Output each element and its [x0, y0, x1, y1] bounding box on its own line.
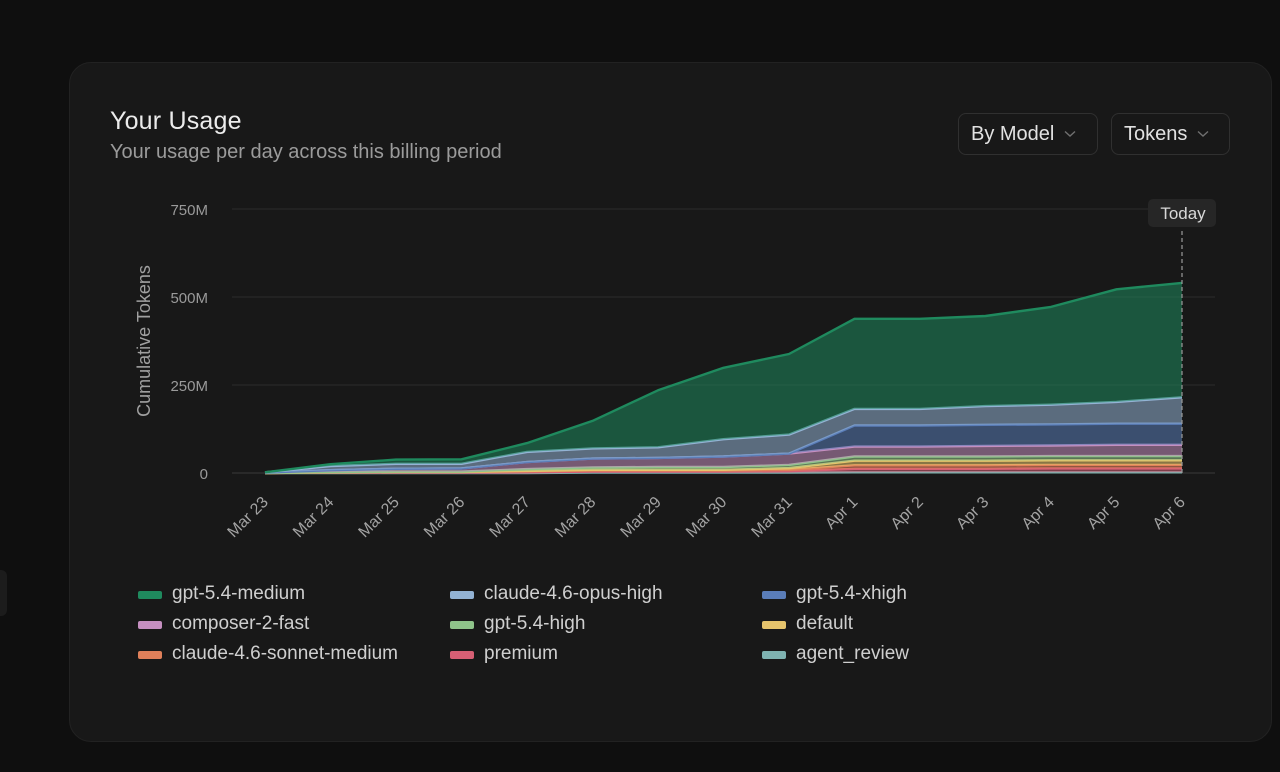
legend-swatch: [450, 651, 474, 659]
area-gpt-5-4-medium: [265, 282, 1182, 473]
legend-item[interactable]: default: [762, 613, 1022, 635]
today-marker-badge: [1148, 199, 1216, 227]
legend-swatch: [450, 591, 474, 599]
legend-label: gpt-5.4-high: [484, 613, 586, 634]
x-tick-label: Apr 4: [1019, 494, 1058, 533]
area-gpt-5-4-high: [265, 456, 1182, 473]
group-by-dropdown[interactable]: By Model: [958, 113, 1098, 155]
legend-swatch: [762, 591, 786, 599]
line-gpt-5-4-medium: [264, 281, 1183, 474]
y-tick-label: 500M: [170, 290, 208, 307]
legend-label: default: [796, 613, 854, 634]
legend-label: claude-4.6-opus-high: [484, 583, 663, 604]
legend-label: premium: [484, 643, 558, 664]
x-tick-label: Mar 30: [683, 494, 730, 541]
y-tick-label: 750M: [170, 202, 208, 219]
legend-label: gpt-5.4-xhigh: [796, 583, 907, 604]
area-claude-4-6-opus-high: [265, 397, 1182, 473]
x-tick-label: Mar 29: [618, 494, 665, 541]
legend-swatch: [762, 621, 786, 629]
area-default: [265, 460, 1182, 473]
group-by-value: By Model: [971, 122, 1055, 145]
sidebar-edge: [0, 570, 7, 616]
legend-item[interactable]: claude-4.6-opus-high: [450, 583, 762, 605]
x-tick-label: Apr 1: [822, 494, 861, 533]
x-tick-label: Apr 3: [953, 494, 992, 533]
y-tick-label: 0: [200, 466, 208, 483]
x-tick-label: Apr 6: [1150, 494, 1189, 533]
legend-swatch: [138, 591, 162, 599]
metric-dropdown[interactable]: Tokens: [1111, 113, 1230, 155]
usage-card: Your Usage Your usage per day across thi…: [69, 62, 1272, 742]
card-subtitle: Your usage per day across this billing p…: [110, 141, 502, 163]
card-title: Your Usage: [110, 107, 242, 135]
legend-item[interactable]: gpt-5.4-medium: [138, 583, 450, 605]
legend-label: gpt-5.4-medium: [172, 583, 306, 604]
chart-legend: gpt-5.4-medium claude-4.6-opus-high gpt-5.…: [138, 583, 1022, 665]
legend-swatch: [138, 621, 162, 629]
legend-item[interactable]: agent_review: [762, 643, 1022, 665]
legend-item[interactable]: gpt-5.4-high: [450, 613, 762, 635]
x-tick-label: Mar 28: [552, 494, 599, 541]
x-tick-label: Apr 5: [1084, 494, 1123, 533]
x-tick-label: Mar 26: [421, 494, 468, 541]
today-marker-label: Today: [1160, 204, 1206, 223]
legend-label: claude-4.6-sonnet-medium: [172, 643, 399, 664]
chevron-down-icon: [1197, 130, 1209, 138]
legend-item[interactable]: premium: [450, 643, 762, 665]
x-tick-label: Mar 31: [749, 494, 796, 541]
y-tick-label: 250M: [170, 378, 208, 395]
legend-swatch: [762, 651, 786, 659]
area-claude-4-6-sonnet-medium: [265, 464, 1182, 473]
legend-item[interactable]: gpt-5.4-xhigh: [762, 583, 1022, 605]
area-gpt-5-4-xhigh: [265, 423, 1182, 473]
chevron-down-icon: [1064, 130, 1076, 138]
usage-area-chart: 0 250M 500M 750M Cumulative Tokens Mar 23 Mar …: [134, 199, 1216, 541]
x-tick-label: Mar 23: [225, 494, 272, 541]
metric-value: Tokens: [1124, 122, 1188, 145]
x-tick-label: Mar 27: [487, 494, 534, 541]
legend-swatch: [450, 621, 474, 629]
x-tick-label: Apr 2: [888, 494, 927, 533]
x-tick-label: Mar 25: [356, 494, 403, 541]
legend-swatch: [138, 651, 162, 659]
legend-label: composer-2-fast: [172, 613, 310, 634]
legend-item[interactable]: claude-4.6-sonnet-medium: [138, 643, 450, 665]
x-tick-label: Mar 24: [290, 494, 337, 541]
legend-label: agent_review: [796, 643, 910, 664]
legend-item[interactable]: composer-2-fast: [138, 613, 450, 635]
y-axis-label: Cumulative Tokens: [134, 265, 154, 417]
